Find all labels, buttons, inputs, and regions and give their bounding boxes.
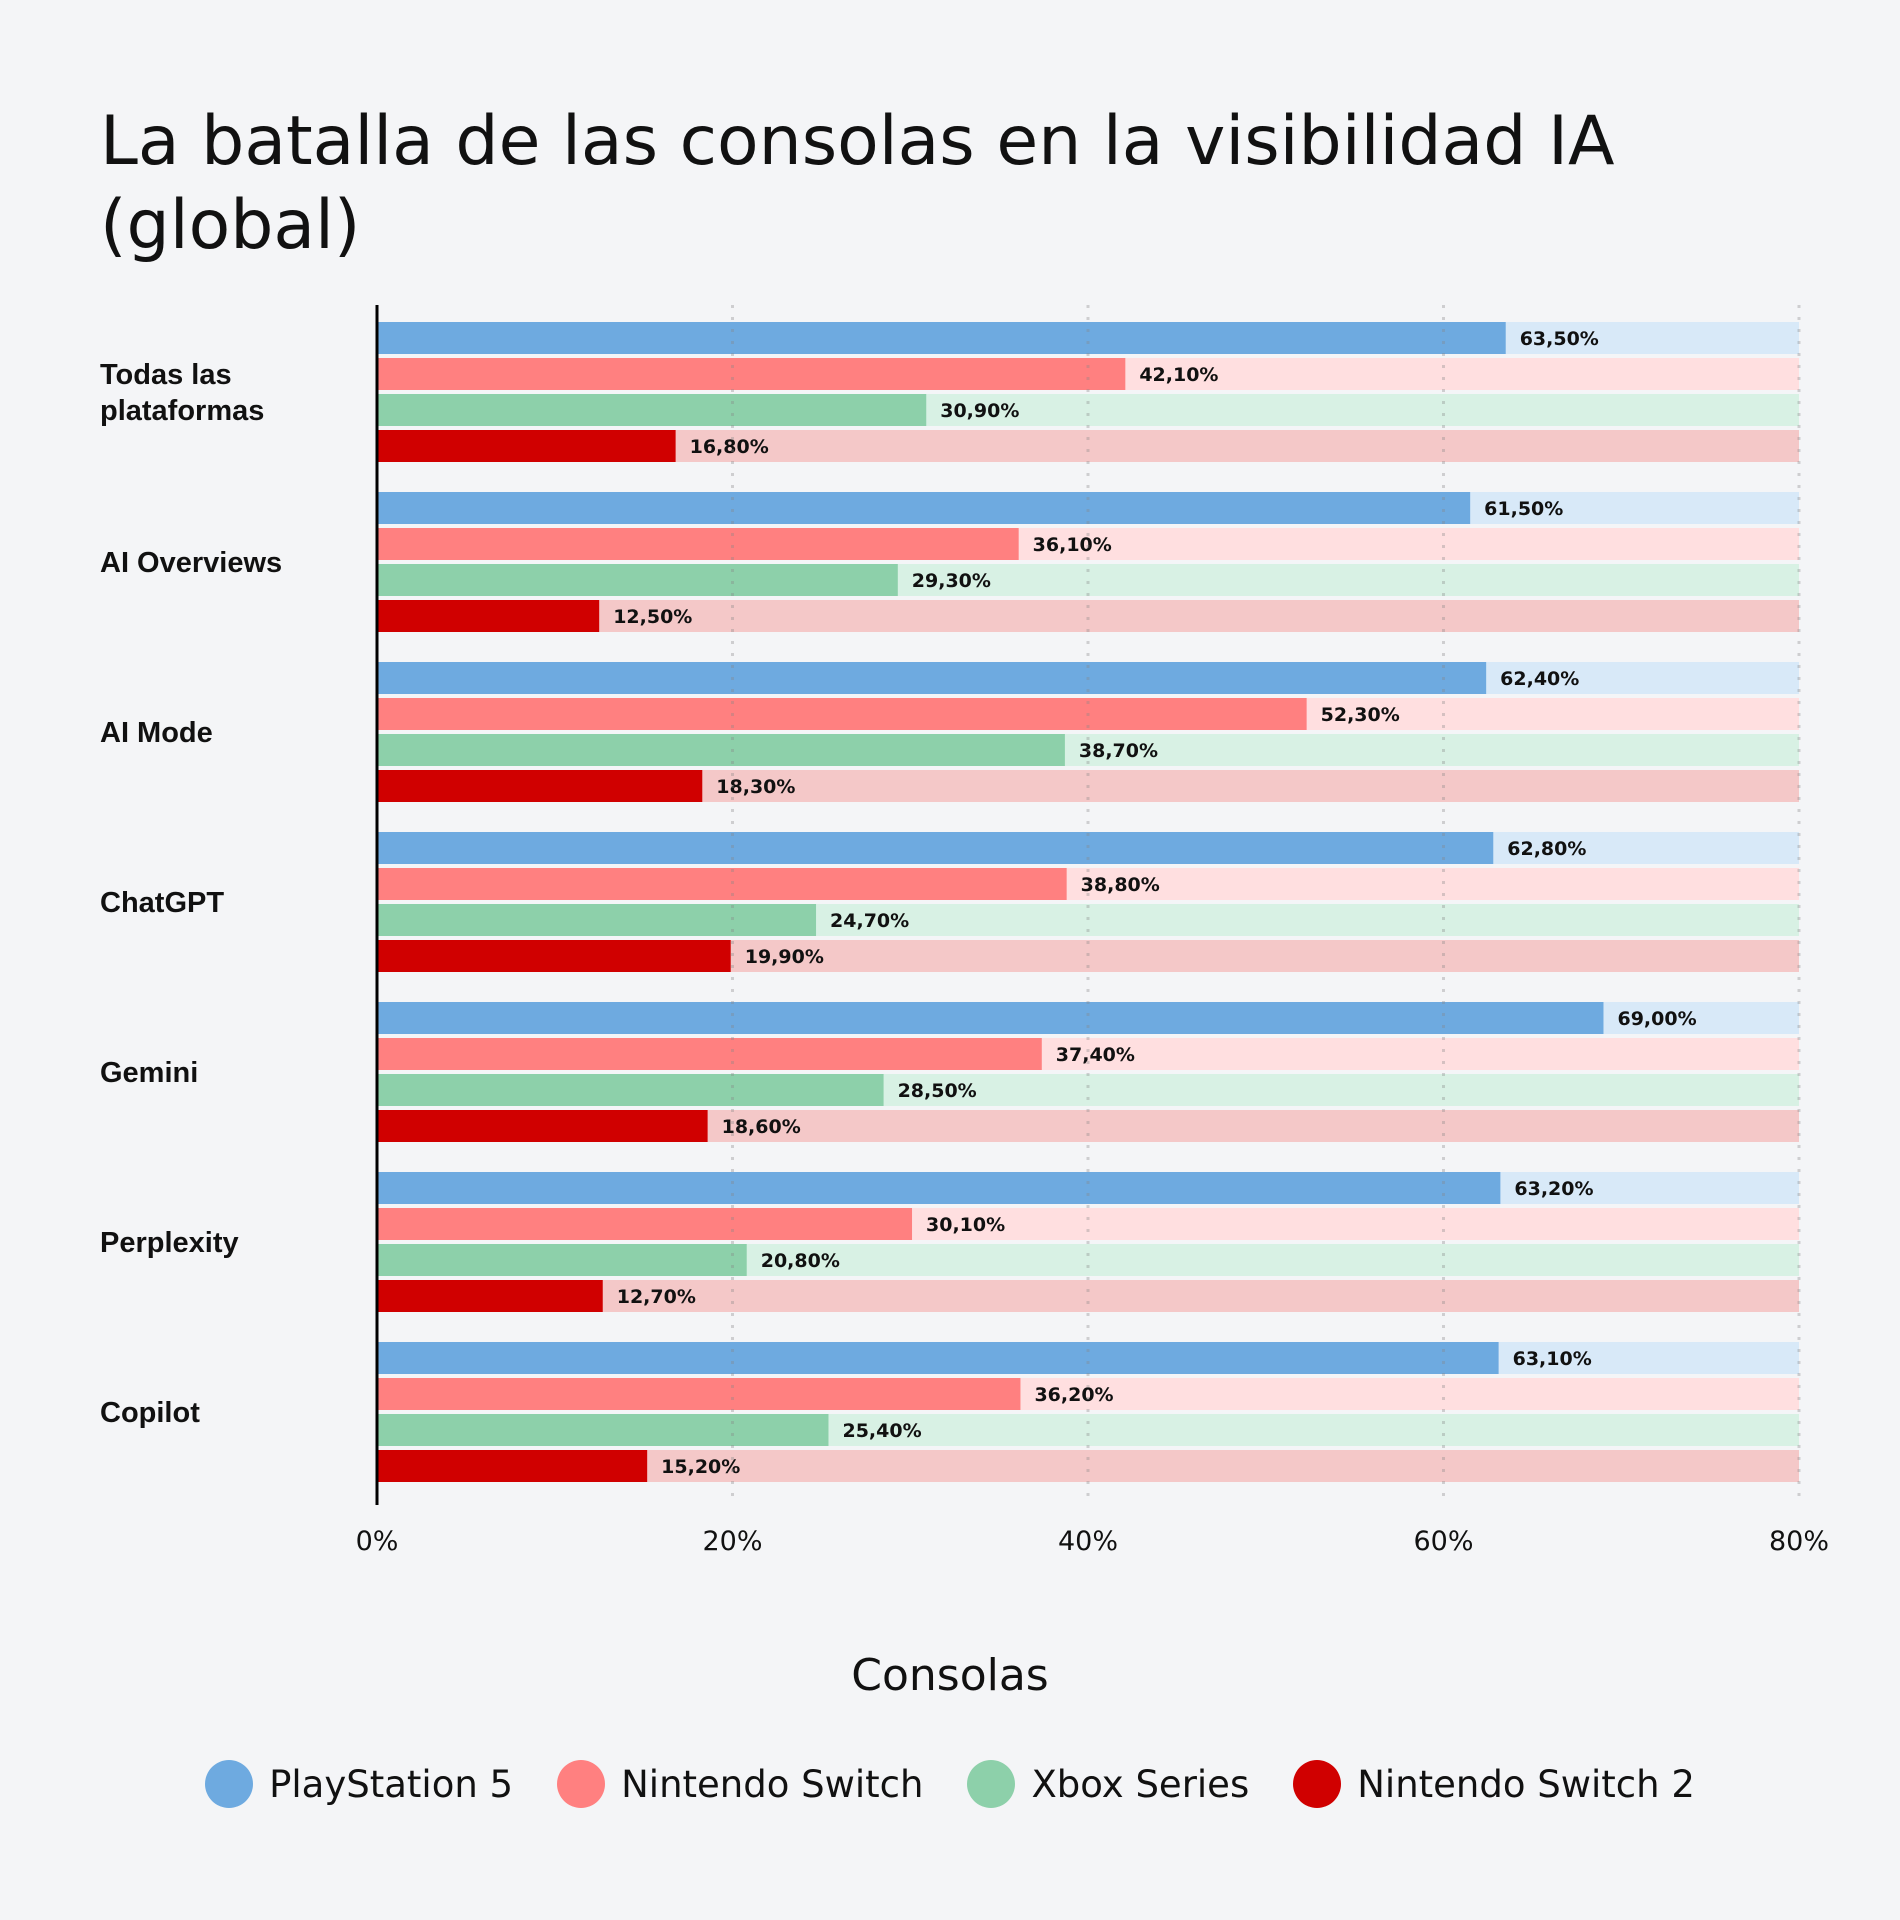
legend-swatch (205, 1760, 254, 1808)
category-label: Copilot (100, 1397, 200, 1429)
category-label: AI Mode (100, 717, 213, 749)
bar (377, 1244, 747, 1276)
data-label: 19,90% (745, 946, 824, 968)
data-label: 36,10% (1033, 534, 1112, 556)
data-label: 12,50% (613, 606, 692, 628)
x-tick-label: 60% (1413, 1526, 1473, 1557)
legend-label: PlayStation 5 (269, 1762, 514, 1806)
bar (377, 698, 1307, 730)
bar (377, 1038, 1042, 1070)
data-label: 62,80% (1507, 838, 1586, 860)
category-label: Perplexity (100, 1227, 239, 1259)
data-label: 62,40% (1500, 668, 1579, 690)
legend-swatch (1293, 1760, 1342, 1808)
data-label: 25,40% (842, 1420, 921, 1442)
bar (377, 394, 927, 426)
bar-track (377, 1280, 1799, 1312)
bar (377, 1172, 1501, 1204)
category-label: AI Overviews (100, 547, 282, 579)
bar (377, 662, 1487, 694)
data-label: 63,50% (1520, 328, 1599, 350)
bar (377, 528, 1019, 560)
data-label: 61,50% (1484, 498, 1563, 520)
data-label: 36,20% (1034, 1384, 1113, 1406)
bar-track (377, 600, 1799, 632)
legend-title: Consolas (851, 1650, 1049, 1701)
category-label: Todas las plataformas (100, 359, 264, 427)
bar (377, 1450, 648, 1482)
data-label: 37,40% (1056, 1044, 1135, 1066)
bar (377, 1280, 603, 1312)
legend-item: Nintendo Switch (557, 1760, 923, 1808)
bar (377, 832, 1494, 864)
data-label: 42,10% (1139, 364, 1218, 386)
legend-swatch (557, 1760, 606, 1808)
bar (377, 1208, 913, 1240)
data-label: 63,20% (1514, 1178, 1593, 1200)
bar (377, 1110, 708, 1142)
bar (377, 1074, 884, 1106)
bar (377, 1002, 1604, 1034)
data-label: 20,80% (761, 1250, 840, 1272)
legend-item: Xbox Series (967, 1760, 1249, 1808)
data-label: 29,30% (912, 570, 991, 592)
data-label: 69,00% (1617, 1008, 1696, 1030)
bar (377, 1342, 1499, 1374)
data-label: 16,80% (690, 436, 769, 458)
bar (377, 322, 1506, 354)
x-tick-label: 0% (356, 1526, 399, 1557)
bar (377, 1414, 829, 1446)
x-tick-label: 40% (1058, 1526, 1118, 1557)
bar (377, 904, 817, 936)
legend-swatch (967, 1760, 1016, 1808)
legend-item: PlayStation 5 (205, 1760, 513, 1808)
bar-chart: 63,50% 42,10% 30,90% 16,80% Todas las platafo… (100, 305, 1829, 1557)
legend-label: Xbox Series (1031, 1762, 1250, 1806)
bar (377, 940, 731, 972)
legend-item: Nintendo Switch 2 (1293, 1760, 1695, 1808)
data-label: 28,50% (898, 1080, 977, 1102)
bar (377, 868, 1067, 900)
data-label: 30,90% (940, 400, 1019, 422)
data-label: 30,10% (926, 1214, 1005, 1236)
category-label: ChatGPT (100, 887, 224, 919)
bar (377, 358, 1126, 390)
bar (377, 492, 1471, 524)
bar (377, 564, 898, 596)
data-label: 18,60% (722, 1116, 801, 1138)
bar (377, 430, 676, 462)
data-label: 18,30% (716, 776, 795, 798)
category-label: Gemini (100, 1057, 198, 1089)
data-label: 38,80% (1081, 874, 1160, 896)
legend-label: Nintendo Switch (621, 1762, 924, 1806)
data-label: 63,10% (1513, 1348, 1592, 1370)
x-tick-label: 20% (702, 1526, 762, 1557)
data-label: 24,70% (830, 910, 909, 932)
bar (377, 600, 600, 632)
data-label: 12,70% (617, 1286, 696, 1308)
bar (377, 734, 1065, 766)
data-label: 38,70% (1079, 740, 1158, 762)
bar (377, 1378, 1021, 1410)
legend-label: Nintendo Switch 2 (1357, 1762, 1695, 1806)
bar (377, 770, 703, 802)
legend: PlayStation 5 Nintendo Switch Xbox Series N… (0, 1760, 1900, 1808)
x-tick-label: 80% (1769, 1526, 1829, 1557)
data-label: 52,30% (1321, 704, 1400, 726)
chart-title: La batalla de las consolas en la visibil… (100, 102, 1615, 265)
data-label: 15,20% (661, 1456, 740, 1478)
